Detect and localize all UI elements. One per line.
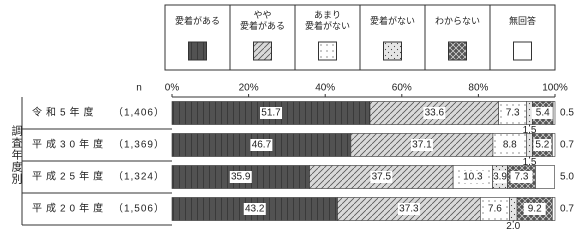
- x-tick-label: 60%: [392, 83, 412, 94]
- label-bg: [410, 139, 433, 151]
- category-label: 平成30年度: [32, 138, 107, 151]
- group-label: 調査年度別: [10, 125, 22, 185]
- value-label: 35.9: [231, 172, 251, 183]
- legend-label: わからない: [434, 16, 480, 26]
- label-bg: [531, 107, 554, 119]
- label-bg: [260, 107, 283, 119]
- value-label: 33.6: [425, 108, 445, 119]
- label-bg: [523, 203, 546, 215]
- legend-label: やや 愛着がある: [239, 10, 285, 31]
- value-label: 37.3: [399, 204, 419, 215]
- label-bg: [510, 171, 533, 183]
- label-bg: [250, 139, 273, 151]
- legend-swatch: [448, 41, 467, 61]
- x-tick-label: 0%: [165, 83, 180, 94]
- value-label: 1.5: [523, 157, 537, 168]
- x-tick-label: 20%: [239, 83, 259, 94]
- value-label: 0.7: [560, 140, 574, 151]
- n-header: n: [136, 83, 142, 94]
- label-bg: [423, 107, 446, 119]
- value-label: 46.7: [252, 140, 272, 151]
- value-label: 0.7: [560, 204, 574, 215]
- value-label: 1.5: [523, 125, 537, 136]
- category-label: 令和5年度: [32, 106, 98, 119]
- value-label: 10.3: [463, 172, 483, 183]
- n-label: （1,506）: [113, 203, 165, 215]
- legend-label: 愛着がある: [174, 16, 220, 26]
- legend-swatch: [513, 41, 532, 61]
- bar-segment: [535, 165, 555, 189]
- value-label: 0.5: [560, 108, 574, 119]
- n-label: （1,369）: [113, 139, 165, 151]
- value-label: 37.5: [372, 172, 392, 183]
- value-label: 9.2: [528, 204, 542, 215]
- legend-swatch: [383, 41, 402, 61]
- bar-segment: [552, 101, 556, 125]
- category-label: 平成20年度: [32, 202, 107, 215]
- value-label: 43.2: [245, 204, 265, 215]
- label-bg: [461, 171, 484, 183]
- x-tick-label: 80%: [468, 83, 488, 94]
- value-label: 7.3: [515, 172, 529, 183]
- n-label: （1,406）: [113, 107, 165, 119]
- x-tick-label: 100%: [542, 83, 568, 94]
- bar-segment: [526, 133, 533, 157]
- value-label: 5.2: [535, 140, 549, 151]
- page: n 0% 20% 40% 60% 80% 100% 令和5年度 （1,406） 51.7 33.6…: [10, 4, 574, 232]
- label-bg: [533, 139, 552, 151]
- label-bg: [229, 171, 252, 183]
- bar-segment: [552, 197, 556, 221]
- label-bg: [501, 107, 524, 119]
- legend-label: あまり 愛着がない: [304, 10, 350, 31]
- bar-segment: [509, 197, 518, 221]
- value-label: 3.9: [493, 172, 507, 183]
- bar-segment: [552, 133, 556, 157]
- value-label: 7.3: [506, 108, 520, 119]
- value-label: 5.0: [560, 172, 574, 183]
- legend-label: 無回答: [508, 16, 536, 26]
- label-bg: [498, 139, 521, 151]
- value-label: 5.4: [536, 108, 550, 119]
- legend-swatch: [253, 41, 272, 61]
- n-label: （1,324）: [113, 171, 165, 183]
- x-tick-label: 40%: [315, 83, 335, 94]
- label-bg: [493, 171, 507, 183]
- bar-segment: [526, 101, 533, 125]
- value-label: 7.6: [488, 204, 502, 215]
- label-bg: [243, 203, 266, 215]
- value-label: 37.1: [412, 140, 432, 151]
- category-label: 平成25年度: [32, 170, 107, 183]
- label-bg: [397, 203, 420, 215]
- chart: n 0% 20% 40% 60% 80% 100% 令和5年度 （1,406） 51.7 33.6…: [21, 4, 574, 232]
- value-label: 51.7: [261, 108, 281, 119]
- label-bg: [483, 203, 506, 215]
- legend-swatch: [318, 41, 337, 61]
- legend-swatch: [188, 41, 207, 61]
- value-label: 8.8: [503, 140, 517, 151]
- value-label: 2.0: [506, 221, 520, 232]
- legend-label: 愛着がない: [369, 16, 415, 26]
- label-bg: [370, 171, 393, 183]
